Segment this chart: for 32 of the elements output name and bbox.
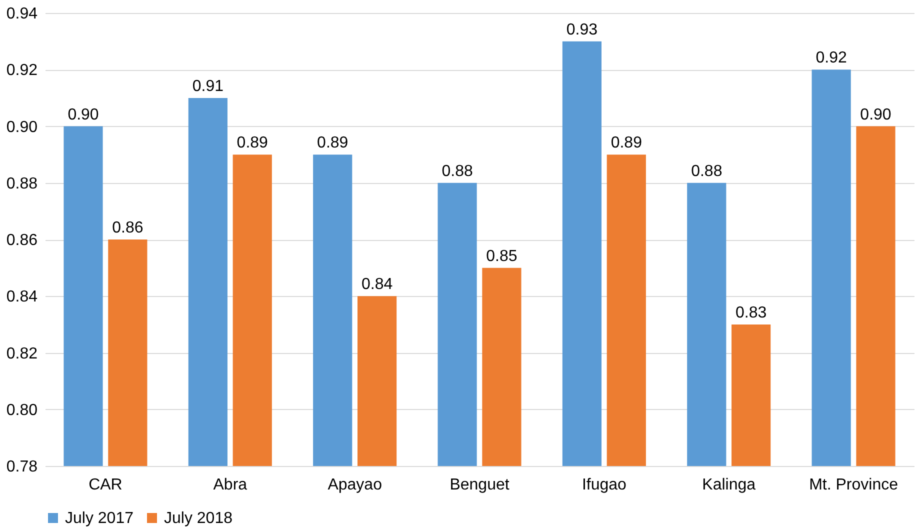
data-label: 0.88 [442,162,473,180]
x-tick-label: Mt. Province [809,476,898,494]
data-label: 0.88 [691,162,722,180]
y-tick-label: 0.84 [6,288,38,306]
legend-label: July 2017 [65,510,134,527]
data-label: 0.91 [192,78,224,95]
legend-label: July 2018 [164,510,233,527]
data-label: 0.86 [112,220,144,236]
y-tick-label: 0.82 [6,345,38,362]
data-label: 0.85 [486,248,518,265]
x-tick-label: Apayao [328,476,382,494]
y-tick-label: 0.78 [6,458,38,476]
y-tick-label: 0.86 [6,232,38,249]
data-label: 0.89 [236,134,268,152]
y-tick-label: 0.92 [6,62,38,80]
y-tick-label: 0.80 [6,402,38,419]
x-tick-label: Kalinga [702,476,756,494]
y-tick-label: 0.90 [6,118,38,136]
x-tick-label: Benguet [450,476,510,494]
x-tick-label: Ifugao [582,476,627,494]
data-label: 0.83 [736,304,767,322]
x-tick-label: CAR [88,476,122,494]
data-label: 0.90 [860,106,892,124]
data-label: 0.84 [361,276,393,294]
data-label: 0.92 [816,50,847,67]
y-tick-label: 0.94 [6,6,38,22]
data-label: 0.93 [566,21,598,38]
x-tick-label: Abra [213,476,248,494]
data-label: 0.90 [68,106,99,124]
data-label: 0.89 [610,134,642,152]
data-label: 0.89 [317,134,348,152]
y-tick-label: 0.88 [6,175,38,192]
